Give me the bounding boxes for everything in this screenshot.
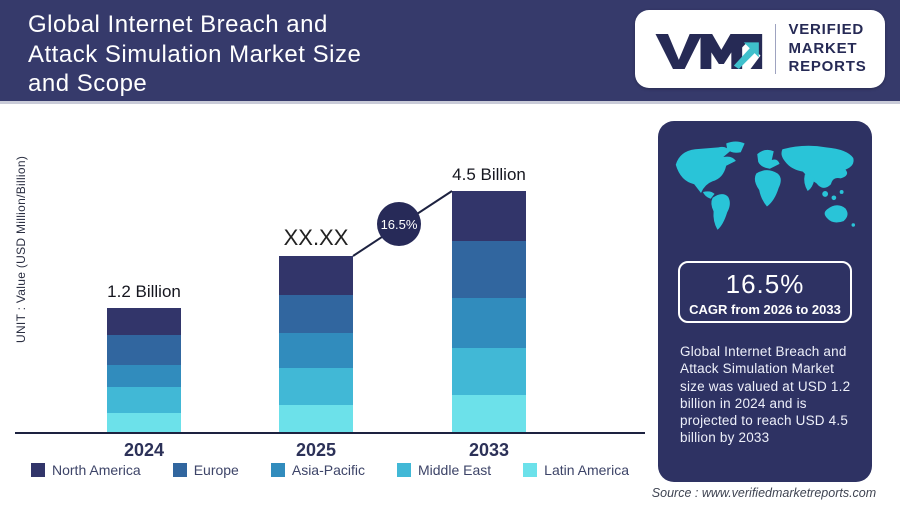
bar-2024 [107,308,181,433]
x-axis-line [15,432,645,434]
legend-item-middle-east: Middle East [397,462,491,478]
bar-segment-latin-america [279,405,353,434]
bar-segment-latin-america [452,395,526,434]
bar-2025 [279,256,353,434]
brand-name: VERIFIED MARKET REPORTS [788,20,867,76]
bar-value-label: XX.XX [283,225,349,250]
legend-label: North America [52,462,141,478]
source-note[interactable]: Source : www.verifiedmarketreports.com [651,486,877,500]
legend-label: Latin America [544,462,629,478]
legend-swatch [270,463,285,477]
legend-swatch [172,463,187,477]
legend-swatch [523,463,538,477]
bar-segment-europe [107,335,181,365]
x-tick-label: 2033 [468,440,510,460]
bar-segment-north-america [279,256,353,295]
bar-segment-asia-pacific [279,333,353,369]
bar-2033 [452,191,526,434]
legend-item-latin-america: Latin America [523,462,629,478]
bar-segment-middle-east [107,387,181,413]
bar-segment-middle-east [279,368,353,406]
bar-segment-asia-pacific [107,365,181,387]
bar-value-label: 1.2 Billion [107,282,181,301]
vmr-mark-icon [655,34,763,69]
legend-label: Asia-Pacific [291,462,365,478]
legend-label: Middle East [418,462,492,478]
legend-swatch [31,463,45,477]
brand-divider [775,24,777,74]
bar-segment-middle-east [452,347,526,396]
legend: North America Europe Asia-Pacific Middle Ea… [30,462,630,478]
cagr-caption: CAGR from 2026 to 2033 [689,302,841,317]
x-tick-label: 2025 [295,440,337,460]
legend-item-north-america: North America [31,462,141,478]
page-title: Global Internet Breach and Attack Simula… [28,11,362,98]
legend-item-asia-pacific: Asia-Pacific [270,462,365,478]
brand-logo: VERIFIED MARKET REPORTS [635,10,885,88]
bar-segment-north-america [452,191,526,241]
world-map-icon [675,141,856,230]
cagr-value: 16.5% [725,269,805,299]
market-description: Global Internet Breach and Attack Simula… [680,344,851,446]
bar-segment-latin-america [107,413,181,433]
bar-value-label: 4.5 Billion [452,165,526,184]
x-tick-label: 2024 [123,440,165,460]
cagr-box: 16.5% CAGR from 2026 to 2033 [678,261,852,323]
bar-segment-europe [452,240,526,298]
bar-segment-europe [279,294,353,333]
legend-item-europe: Europe [172,462,239,478]
bar-segment-north-america [107,308,181,335]
bar-segment-asia-pacific [452,297,526,348]
sidebar-panel: 16.5% CAGR from 2026 to 2033 Global Inte… [658,121,872,482]
y-axis-label: UNIT : Value (USD Million/Billion) [14,155,28,343]
legend-label: Europe [193,462,239,478]
legend-swatch [397,463,411,477]
